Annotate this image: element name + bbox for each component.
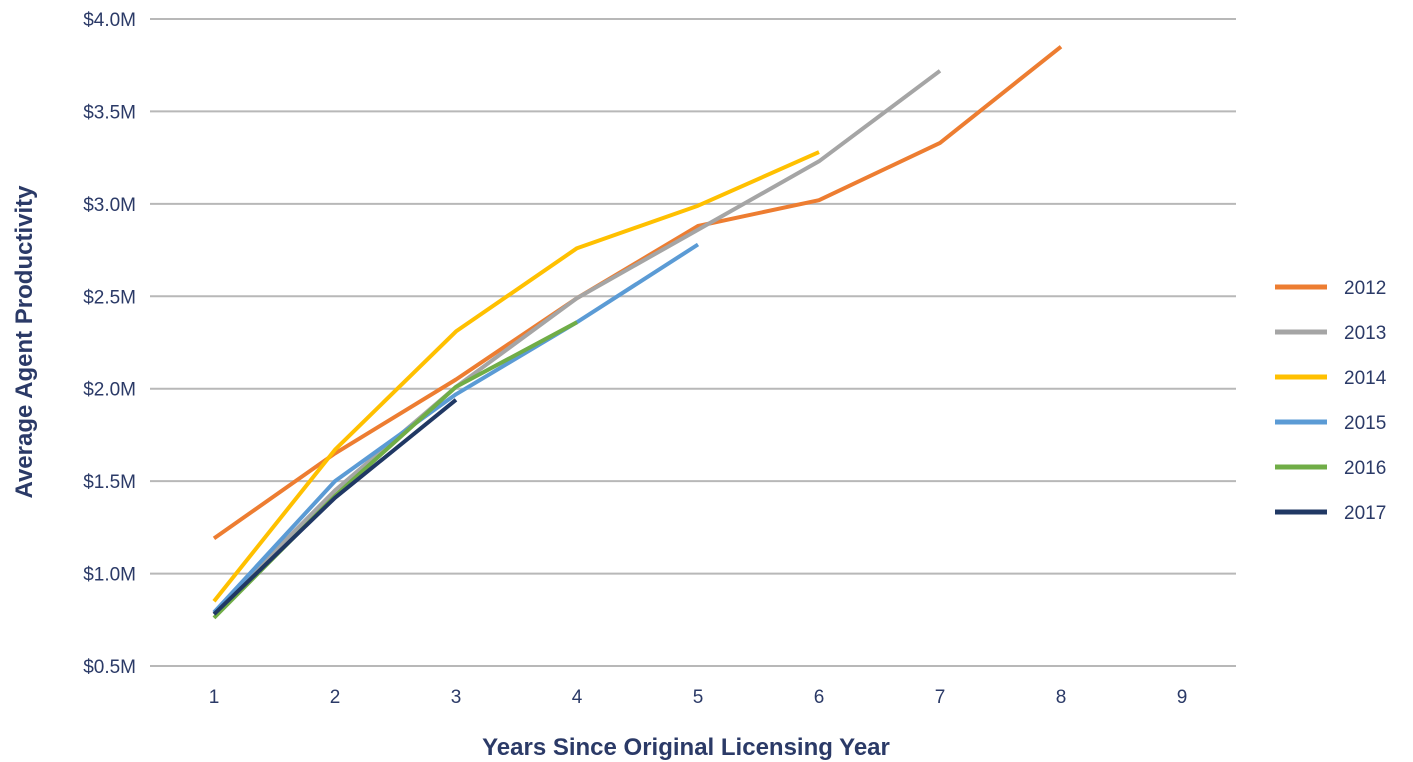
series-line-2015	[212, 242, 700, 614]
x-tick-label: 4	[572, 687, 583, 708]
y-tick-label: $3.0M	[83, 195, 136, 216]
legend-label-2016: 2016	[1344, 458, 1386, 479]
y-tick-label: $2.0M	[83, 380, 136, 401]
legend-label-2014: 2014	[1344, 368, 1387, 389]
x-tick-label: 9	[1177, 687, 1188, 708]
y-tick-label: $0.5M	[83, 657, 136, 678]
x-tick-label: 5	[693, 687, 704, 708]
series-line-2012	[212, 45, 1063, 541]
series-line-2014	[212, 150, 820, 603]
x-tick-label: 3	[451, 687, 462, 708]
y-tick-label: $1.5M	[83, 472, 136, 493]
x-axis-title: Years Since Original Licensing Year	[482, 734, 890, 761]
x-tick-label: 6	[814, 687, 825, 708]
x-tick-label: 7	[935, 687, 946, 708]
legend-label-2015: 2015	[1344, 413, 1386, 434]
y-axis-title: Average Agent Productivity	[11, 185, 38, 499]
legend-label-2012: 2012	[1344, 278, 1386, 299]
series-lines	[212, 45, 1063, 620]
series-line-2017	[212, 398, 458, 616]
gridlines	[150, 18, 1236, 667]
y-tick-label: $1.0M	[83, 565, 136, 586]
x-tick-label: 1	[209, 687, 220, 708]
legend-label-2013: 2013	[1344, 323, 1386, 344]
y-tick-label: $4.0M	[83, 10, 136, 31]
y-axis-ticks: $0.5M $1.0M $1.5M $2.0M $2.5M $3.0M $3.5M $4.0M	[83, 10, 136, 678]
x-tick-label: 2	[330, 687, 341, 708]
series-line-2013	[212, 69, 942, 614]
y-tick-label: $2.5M	[83, 287, 136, 308]
y-tick-label: $3.5M	[83, 102, 136, 123]
x-axis-ticks: 1 2 3 4 5 6 7 8 9	[209, 687, 1188, 708]
legend-label-2017: 2017	[1344, 503, 1386, 524]
legend: 2012 2013 2014 2015 2016 2017	[1275, 278, 1387, 524]
x-tick-label: 8	[1056, 687, 1067, 708]
